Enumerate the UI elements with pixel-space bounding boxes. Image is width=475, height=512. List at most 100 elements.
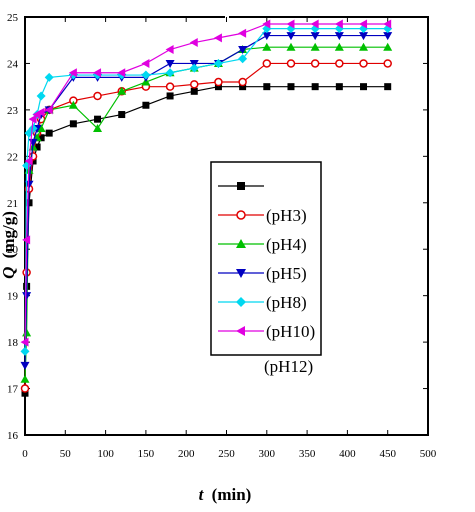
series-6 [20,19,392,347]
data-point [238,54,248,64]
legend-entry: (pH10) [218,322,315,341]
data-point [287,83,295,91]
data-point [44,72,54,82]
axes: 0 50 100 150 200 250 300 350 400 450 500 16 17 18 19 20… [7,12,437,460]
data-point [20,374,30,383]
data-point [68,100,78,109]
x-tick-label: 100 [97,448,114,460]
data-point [213,33,222,43]
data-point [310,19,319,29]
data-point [214,77,223,87]
data-point [360,83,368,91]
data-point [21,389,29,397]
legend-marker [236,326,245,336]
x-tick-label: 450 [379,448,396,460]
legend-entry: (pH5) [218,264,307,283]
data-point [190,80,199,89]
data-point [93,68,102,78]
data-point [310,32,320,41]
data-point [334,42,344,51]
data-point [214,83,222,91]
x-tick-label: 200 [178,448,195,460]
data-point [36,123,46,132]
x-tick-label: 250 [218,448,235,460]
data-point [238,28,247,38]
data-point [93,91,102,101]
y-tick-label: 17 [7,384,19,396]
data-point [141,58,150,68]
data-point [94,115,102,123]
series-3 [20,42,393,383]
data-point [33,143,41,151]
legend-marker [236,210,246,220]
data-point [238,46,248,55]
data-point [24,156,33,166]
data-point [262,19,271,29]
data-point [383,32,393,41]
data-point [239,83,247,91]
data-point [286,42,296,51]
data-point [359,42,369,51]
y-tick-label: 21 [7,198,18,210]
plot-area [20,19,393,397]
data-point [28,123,38,133]
x-tick-label: 500 [420,448,437,460]
data-point [286,19,295,29]
data-point [44,105,53,115]
data-point [262,42,272,51]
y-axis-label: Q (mg/g) [0,211,18,279]
data-point [383,42,393,51]
data-point [117,86,127,95]
x-tick-label: 0 [22,448,28,460]
data-point [20,384,30,393]
data-point [36,91,46,101]
data-point [142,101,150,109]
legend-marker [236,297,246,307]
data-point [286,32,296,41]
legend-label: (pH5) [266,264,307,283]
data-point [20,346,30,356]
x-axis-label: t (min) [199,485,252,504]
data-point [310,59,320,68]
legend-label: (pH4) [266,235,307,254]
series-line [24,34,388,366]
x-tick-label: 300 [259,448,276,460]
y-tick-label: 16 [7,430,19,442]
series-line [24,46,388,380]
data-point [166,92,174,100]
series-1 [21,83,392,397]
data-point [384,83,392,91]
data-point [189,63,199,73]
data-point [37,134,45,142]
data-point [165,82,175,91]
data-point [189,38,198,48]
legend: (pH3) (pH4) (pH5) (pH8) (pH10) (pH12) [210,161,322,376]
x-tick-label: 400 [339,448,356,460]
y-tick-label: 25 [7,12,19,24]
y-axis-unit: (mg/g) [0,211,18,258]
data-point [20,337,29,347]
legend-marker [237,182,245,190]
data-point [334,19,343,29]
data-point [20,361,30,370]
legend-entry: (pH3) [218,206,307,225]
x-axis-variable: t [199,485,205,504]
data-point [22,292,32,301]
x-axis-unit: (min) [212,485,252,504]
y-axis-variable: Q [0,267,18,279]
data-point [238,77,247,87]
data-point [69,120,77,128]
legend-label: (pH10) [266,322,315,341]
series-line [24,23,388,343]
data-point [359,59,368,68]
data-point [141,70,151,80]
data-point [22,235,31,245]
data-point [45,129,53,137]
data-point [165,68,175,78]
data-point [263,83,271,91]
x-tick-label: 350 [299,448,316,460]
data-point [310,42,320,51]
data-point [28,114,37,124]
data-point [359,32,369,41]
